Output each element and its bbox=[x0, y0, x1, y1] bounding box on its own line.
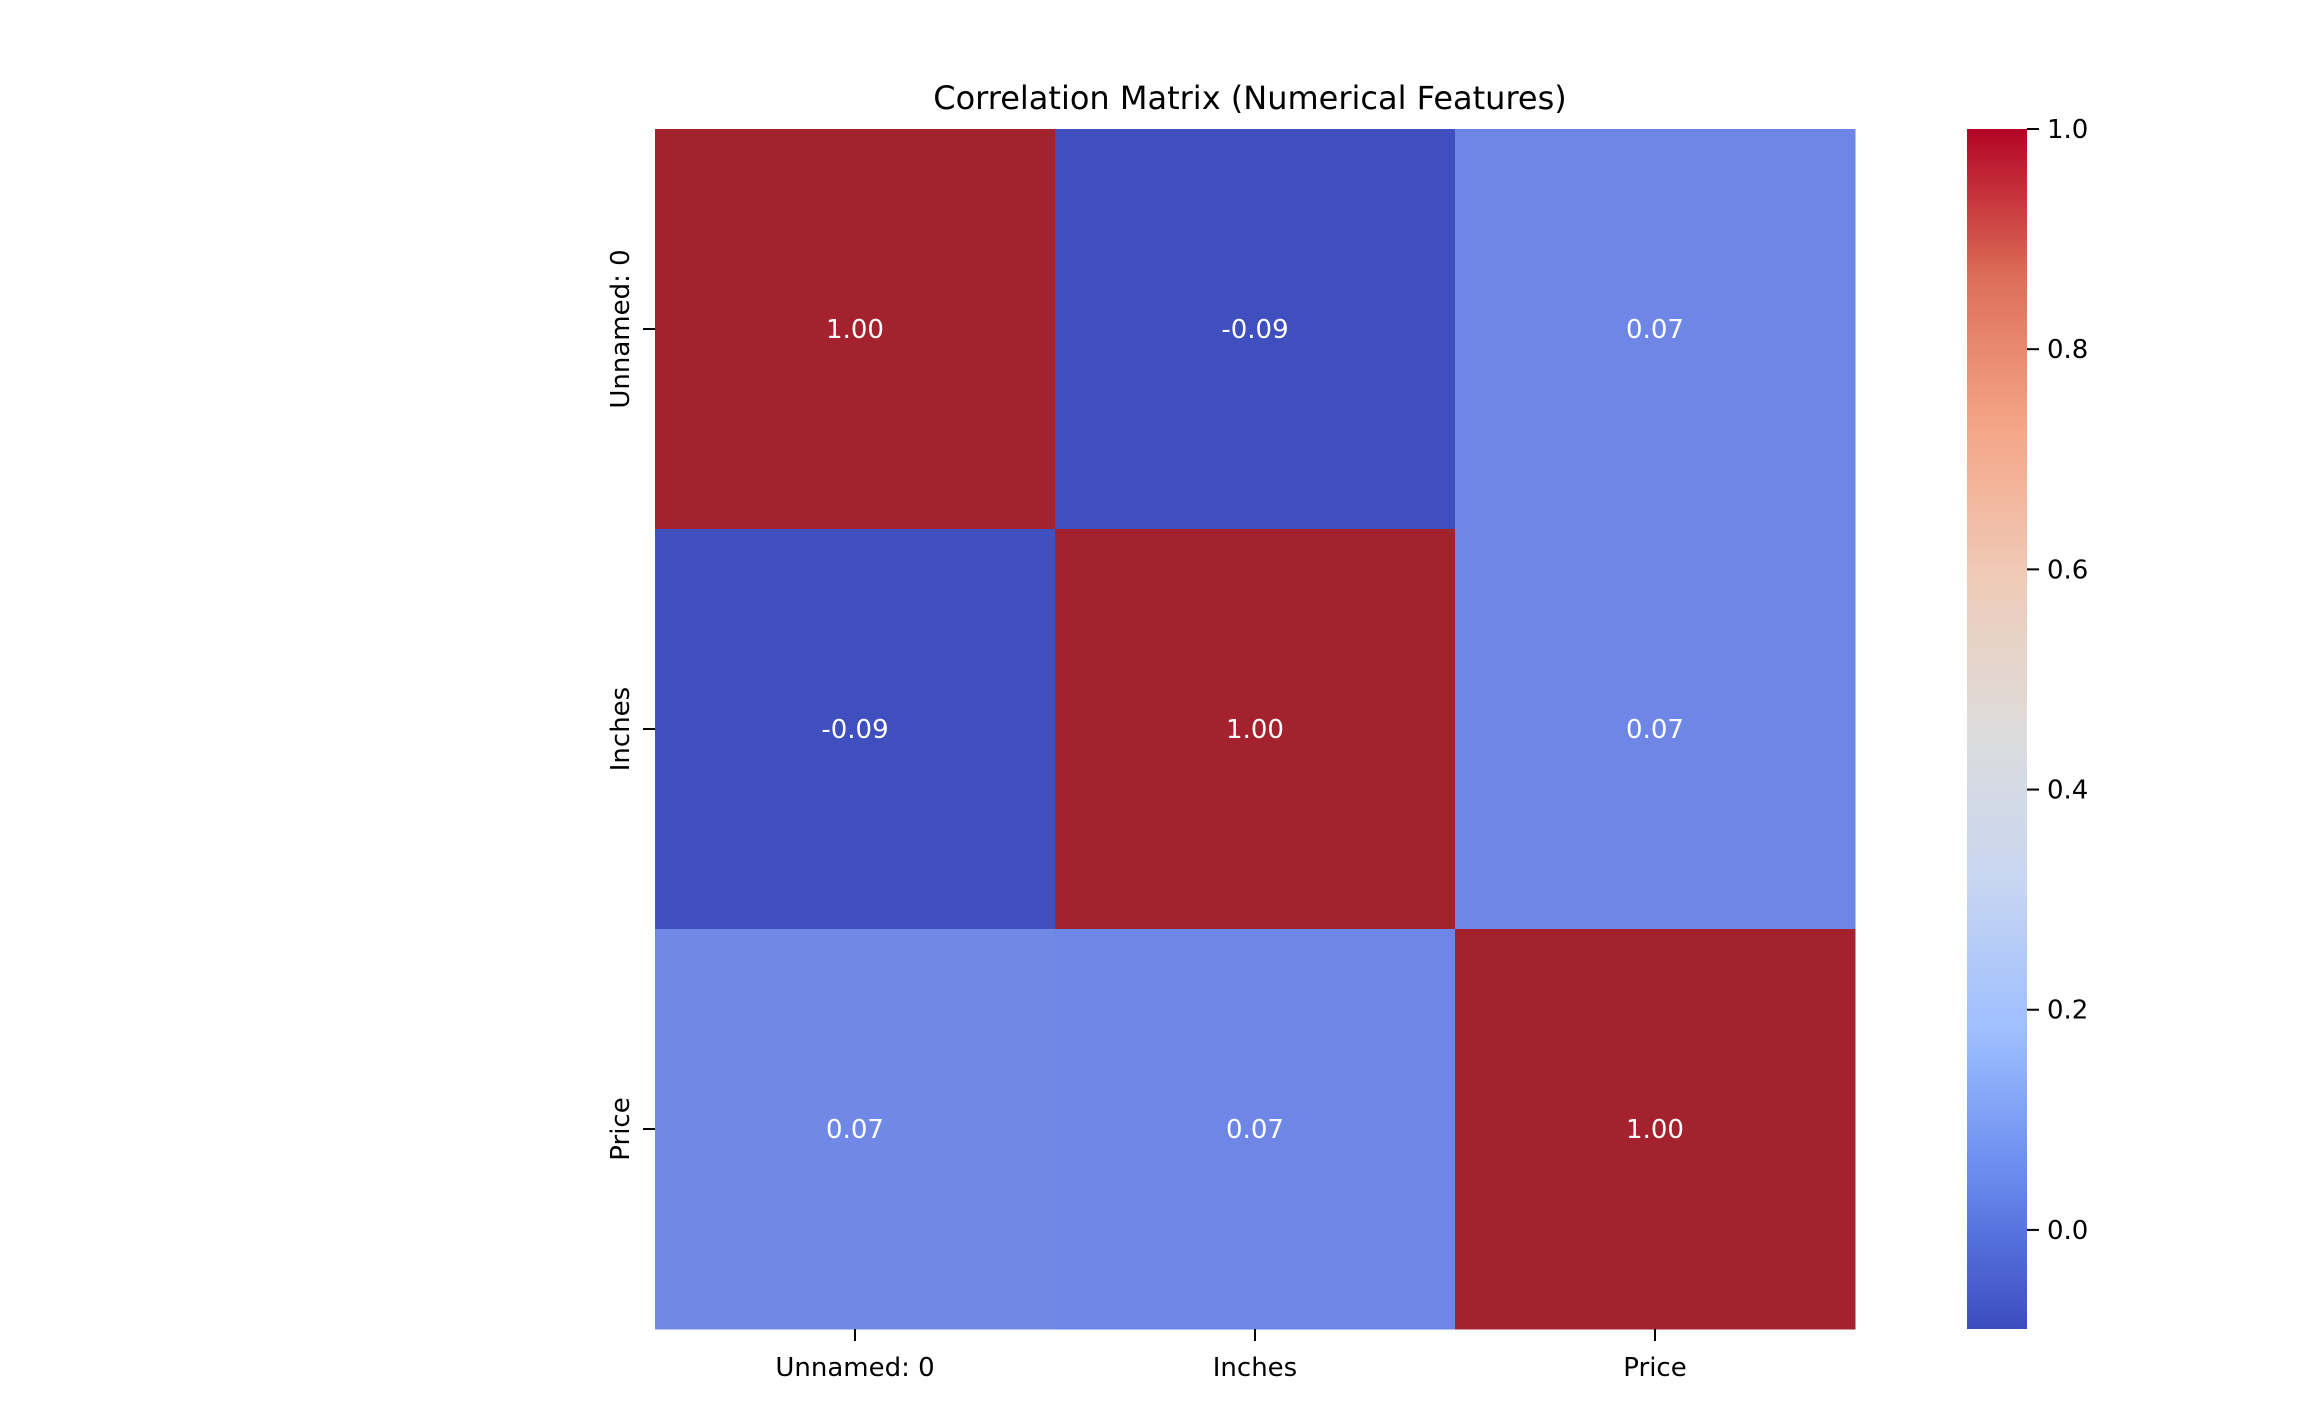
x-axis: Unnamed: 0 Inches Price bbox=[775, 1329, 1687, 1383]
colorbar-tick-label-2: 0.4 bbox=[2047, 776, 2088, 806]
colorbar-gradient bbox=[1967, 129, 2027, 1329]
colorbar: 0.0 0.2 0.4 0.6 0.8 1.0 bbox=[1967, 115, 2088, 1329]
chart-title: Correlation Matrix (Numerical Features) bbox=[933, 79, 1567, 117]
cell-value-label-2-2: 1.00 bbox=[1626, 1115, 1684, 1145]
heatmap-cell-0-1 bbox=[1055, 129, 1456, 530]
heatmap-cell-0-0 bbox=[655, 129, 1056, 530]
colorbar-tick-label-3: 0.6 bbox=[2047, 555, 2088, 585]
heatmap-cell-1-1 bbox=[1055, 529, 1456, 930]
colorbar-tick-label-4: 0.8 bbox=[2047, 335, 2088, 365]
cell-value-label-2-1: 0.07 bbox=[1226, 1115, 1284, 1145]
y-tick-label-2: Price bbox=[606, 1097, 636, 1160]
heatmap-cell-1-2 bbox=[1455, 529, 1856, 930]
colorbar-tick-label-0: 0.0 bbox=[2047, 1216, 2088, 1246]
colorbar-tick-label-5: 1.0 bbox=[2047, 115, 2088, 145]
x-tick-label-2: Price bbox=[1623, 1353, 1686, 1383]
heatmap-cell-1-0 bbox=[655, 529, 1056, 930]
cell-value-label-1-2: 0.07 bbox=[1626, 715, 1684, 745]
cell-value-label-1-1: 1.00 bbox=[1226, 715, 1284, 745]
colorbar-tick-label-1: 0.2 bbox=[2047, 996, 2088, 1026]
cell-value-label-2-0: 0.07 bbox=[826, 1115, 884, 1145]
y-tick-label-1: Inches bbox=[606, 687, 636, 771]
heatmap-cell-2-0 bbox=[655, 929, 1056, 1330]
cell-value-label-0-1: -0.09 bbox=[1221, 315, 1288, 345]
x-tick-label-1: Inches bbox=[1213, 1353, 1297, 1383]
x-tick-label-0: Unnamed: 0 bbox=[775, 1353, 934, 1383]
cell-value-label-1-0: -0.09 bbox=[821, 715, 888, 745]
heatmap-cell-2-1 bbox=[1055, 929, 1456, 1330]
heatmap-cell-0-2 bbox=[1455, 129, 1856, 530]
heatmap-cells: 1.00 -0.09 0.07 -0.09 1.00 0.07 0.07 0.07 1.00 bbox=[655, 129, 1856, 1330]
cell-value-label-0-2: 0.07 bbox=[1626, 315, 1684, 345]
heatmap-cell-2-2 bbox=[1455, 929, 1856, 1330]
cell-value-label-0-0: 1.00 bbox=[826, 315, 884, 345]
y-axis: Unnamed: 0 Inches Price bbox=[606, 249, 655, 1161]
y-tick-label-0: Unnamed: 0 bbox=[606, 249, 636, 408]
